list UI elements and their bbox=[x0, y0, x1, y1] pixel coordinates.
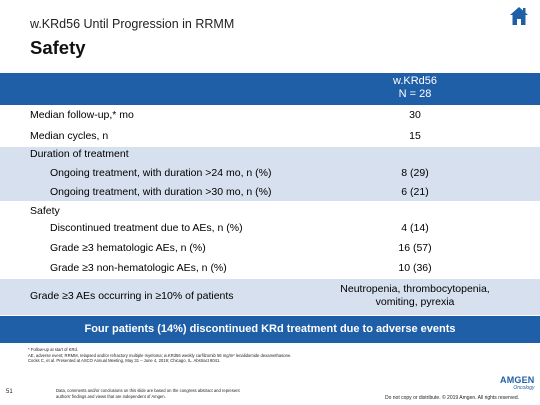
logo-sub: Oncology bbox=[513, 385, 535, 391]
table-section-row: Safety bbox=[0, 201, 540, 219]
footnotes: * Follow-up at start of KRd. AE, adverse… bbox=[28, 347, 448, 364]
disclaimer: Data, comments and/or conclusions on thi… bbox=[56, 388, 356, 399]
copyright-notice: Do not copy or distribute. © 2019 Amgen.… bbox=[385, 395, 520, 401]
table-header: w.KRd56 N = 28 bbox=[0, 73, 540, 105]
column-header: w.KRd56 N = 28 bbox=[340, 75, 490, 101]
table-section-row: Duration of treatment bbox=[0, 147, 540, 163]
row-value: 16 (57) bbox=[398, 242, 432, 254]
footnote-line: AE, adverse event; RRMM, relapsed and/or… bbox=[28, 352, 292, 358]
table-row: Grade ≥3 hematologic AEs, n (%) 16 (57) bbox=[0, 239, 540, 259]
logo-brand: AMGEN bbox=[500, 375, 535, 385]
slide-title: Safety bbox=[30, 37, 86, 58]
row-value: 6 (21) bbox=[401, 186, 429, 198]
page-number: 51 bbox=[6, 389, 13, 395]
safety-table: w.KRd56 N = 28 Median follow-up,* mo 30 … bbox=[0, 73, 540, 315]
row-label: Median follow-up,* mo bbox=[30, 109, 134, 121]
row-value: Neutropenia, thrombocytopenia, vomiting,… bbox=[340, 283, 490, 309]
amgen-logo: AMGEN Oncology bbox=[500, 375, 535, 391]
row-value: 4 (14) bbox=[401, 222, 429, 234]
table-row: Median cycles, n 15 bbox=[0, 127, 540, 147]
row-value: 8 (29) bbox=[401, 167, 429, 179]
home-button[interactable] bbox=[508, 5, 530, 27]
row-label: Grade ≥3 AEs occurring in ≥10% of patien… bbox=[30, 290, 234, 302]
row-value-line: Neutropenia, thrombocytopenia, bbox=[340, 283, 490, 295]
table-row: Discontinued treatment due to AEs, n (%)… bbox=[0, 219, 540, 239]
row-label: Grade ≥3 non-hematologic AEs, n (%) bbox=[50, 262, 227, 274]
footnote-line: * Follow-up at start of KRd. bbox=[28, 347, 79, 352]
row-value: 10 (36) bbox=[398, 262, 432, 274]
table-row: Ongoing treatment, with duration >24 mo,… bbox=[0, 163, 540, 183]
key-finding-banner: Four patients (14%) discontinued KRd tre… bbox=[0, 316, 540, 343]
disclaimer-line: authors' findings and views that are ind… bbox=[56, 393, 166, 399]
row-label: Ongoing treatment, with duration >30 mo,… bbox=[50, 186, 272, 198]
disclaimer-line: Data, comments and/or conclusions on thi… bbox=[56, 388, 240, 393]
table-row: Grade ≥3 non-hematologic AEs, n (%) 10 (… bbox=[0, 259, 540, 279]
row-label: Grade ≥3 hematologic AEs, n (%) bbox=[50, 242, 206, 254]
section-label: Duration of treatment bbox=[30, 148, 129, 160]
table-row: Grade ≥3 AEs occurring in ≥10% of patien… bbox=[0, 279, 540, 315]
row-value: 30 bbox=[409, 109, 421, 121]
table-row: Ongoing treatment, with duration >30 mo,… bbox=[0, 183, 540, 201]
row-label: Median cycles, n bbox=[30, 130, 109, 142]
row-value-line: vomiting, pyrexia bbox=[375, 296, 455, 308]
row-value: 15 bbox=[409, 130, 421, 142]
slide-subtitle: w.KRd56 Until Progression in RRMM bbox=[30, 17, 235, 31]
column-header-name: w.KRd56 bbox=[392, 75, 438, 87]
footnote-line: Cocks C, et al. Presented at ASCO Annual… bbox=[28, 358, 221, 363]
row-label: Ongoing treatment, with duration >24 mo,… bbox=[50, 167, 272, 179]
column-header-n: N = 28 bbox=[398, 88, 432, 100]
row-label: Discontinued treatment due to AEs, n (%) bbox=[50, 222, 243, 234]
home-icon bbox=[510, 7, 528, 25]
table-row: Median follow-up,* mo 30 bbox=[0, 105, 540, 127]
section-label: Safety bbox=[30, 205, 60, 217]
